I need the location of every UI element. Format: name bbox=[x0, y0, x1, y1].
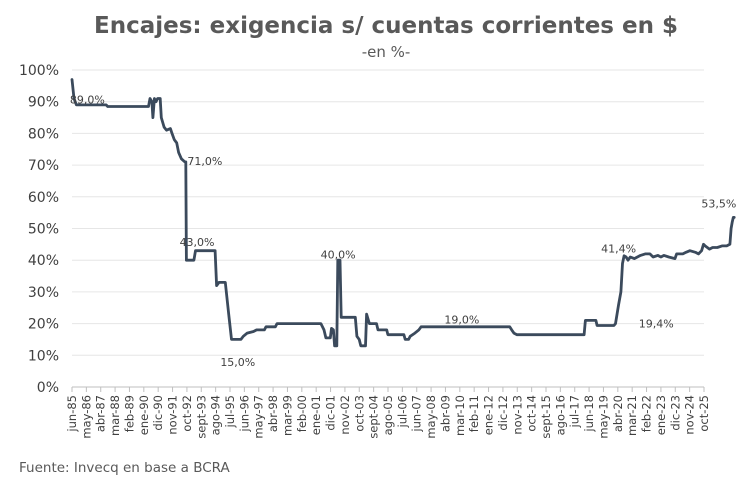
data-label: 71,0% bbox=[187, 155, 222, 168]
y-tick-label: 0% bbox=[37, 380, 59, 396]
x-tick-label: ene-23 bbox=[654, 395, 668, 435]
x-tick-label: may-08 bbox=[424, 395, 438, 439]
data-label: 53,5% bbox=[701, 198, 736, 211]
x-tick-label: mar-21 bbox=[625, 395, 639, 436]
data-label: 43,0% bbox=[180, 236, 215, 249]
x-tick-label: abr-87 bbox=[94, 395, 108, 432]
x-tick-label: jul-95 bbox=[223, 395, 237, 428]
x-tick-label: mar-10 bbox=[453, 395, 467, 436]
x-tick-label: abr-20 bbox=[611, 395, 625, 432]
x-tick-label: sept-15 bbox=[539, 395, 553, 439]
x-tick-label: abr-98 bbox=[266, 395, 280, 432]
x-tick-label: ago-94 bbox=[209, 395, 223, 435]
y-tick-label: 40% bbox=[28, 253, 59, 269]
x-tick-label: may-86 bbox=[79, 395, 93, 439]
x-tick-label: jul-06 bbox=[395, 395, 409, 428]
data-label: 19,0% bbox=[444, 314, 479, 327]
y-tick-label: 100% bbox=[19, 63, 59, 79]
x-tick-label: nov-13 bbox=[510, 395, 524, 435]
x-tick-label: oct-92 bbox=[180, 395, 194, 432]
y-tick-label: 60% bbox=[28, 190, 59, 206]
x-tick-label: feb-22 bbox=[640, 395, 654, 432]
series-line bbox=[70, 78, 736, 348]
y-tick-label: 90% bbox=[28, 95, 59, 111]
x-tick-label: nov-91 bbox=[166, 395, 180, 435]
y-tick-label: 50% bbox=[28, 222, 59, 238]
y-axis: 0% 10% 20% 30% 40% 50% 60% 70% 80% 90% 100% bbox=[19, 63, 59, 396]
series-layer bbox=[70, 78, 736, 348]
data-label: 41,4% bbox=[601, 242, 636, 255]
x-tick-label: abr-09 bbox=[438, 395, 452, 432]
x-tick-label: feb-00 bbox=[295, 395, 309, 432]
x-tick-label: dic-01 bbox=[324, 395, 338, 431]
x-tick-label: jun-18 bbox=[582, 395, 596, 433]
chart-title: Encajes: exigencia s/ cuentas corrientes… bbox=[94, 13, 678, 39]
x-tick-label: may-97 bbox=[252, 395, 266, 439]
x-tick-label: ene-01 bbox=[309, 395, 323, 435]
x-tick-label: feb-11 bbox=[467, 395, 481, 432]
x-tick-label: may-19 bbox=[596, 395, 610, 439]
x-tick-label: feb-89 bbox=[122, 395, 136, 432]
x-tick-label: sept-93 bbox=[194, 395, 208, 439]
x-tick-label: ago-05 bbox=[381, 395, 395, 435]
annotations: 89,0% 71,0% 43,0% 15,0% 40,0% 19,0% 41,4% 19,4%… bbox=[70, 93, 736, 368]
x-axis: jun-85 may-86 abr-87 mar-88 feb-89 ene-90 dic-… bbox=[65, 386, 711, 439]
y-tick-label: 10% bbox=[28, 348, 59, 364]
data-label: 15,0% bbox=[220, 356, 255, 369]
x-tick-label: mar-88 bbox=[108, 395, 122, 436]
grid bbox=[72, 69, 704, 356]
y-tick-label: 70% bbox=[28, 158, 59, 174]
x-tick-label: ago-16 bbox=[553, 395, 567, 435]
x-tick-label: jul-17 bbox=[568, 395, 582, 428]
x-tick-label: dic-23 bbox=[668, 395, 682, 431]
x-tick-label: ene-12 bbox=[482, 395, 496, 435]
x-tick-label: jun-85 bbox=[65, 395, 79, 433]
x-tick-label: oct-25 bbox=[697, 395, 711, 432]
x-tick-label: nov-24 bbox=[683, 395, 697, 435]
x-tick-label: dic-12 bbox=[496, 395, 510, 431]
data-label: 19,4% bbox=[639, 318, 674, 331]
x-tick-label: jun-96 bbox=[237, 395, 251, 433]
data-label: 40,0% bbox=[321, 248, 356, 261]
x-tick-label: mar-99 bbox=[280, 395, 294, 436]
y-tick-label: 80% bbox=[28, 126, 59, 142]
x-tick-label: jun-07 bbox=[410, 395, 424, 433]
x-tick-label: nov-02 bbox=[338, 395, 352, 435]
data-label: 89,0% bbox=[70, 93, 105, 106]
x-tick-label: dic-90 bbox=[151, 395, 165, 431]
x-tick-label: oct-14 bbox=[525, 395, 539, 432]
source-note: Fuente: Invecq en base a BCRA bbox=[19, 460, 230, 476]
y-tick-label: 20% bbox=[28, 317, 59, 333]
chart-subtitle: -en %- bbox=[362, 43, 411, 61]
y-tick-label: 30% bbox=[28, 285, 59, 301]
x-tick-label: ene-90 bbox=[137, 395, 151, 435]
x-tick-label: oct-03 bbox=[352, 395, 366, 432]
x-tick-label: sept-04 bbox=[367, 395, 381, 439]
